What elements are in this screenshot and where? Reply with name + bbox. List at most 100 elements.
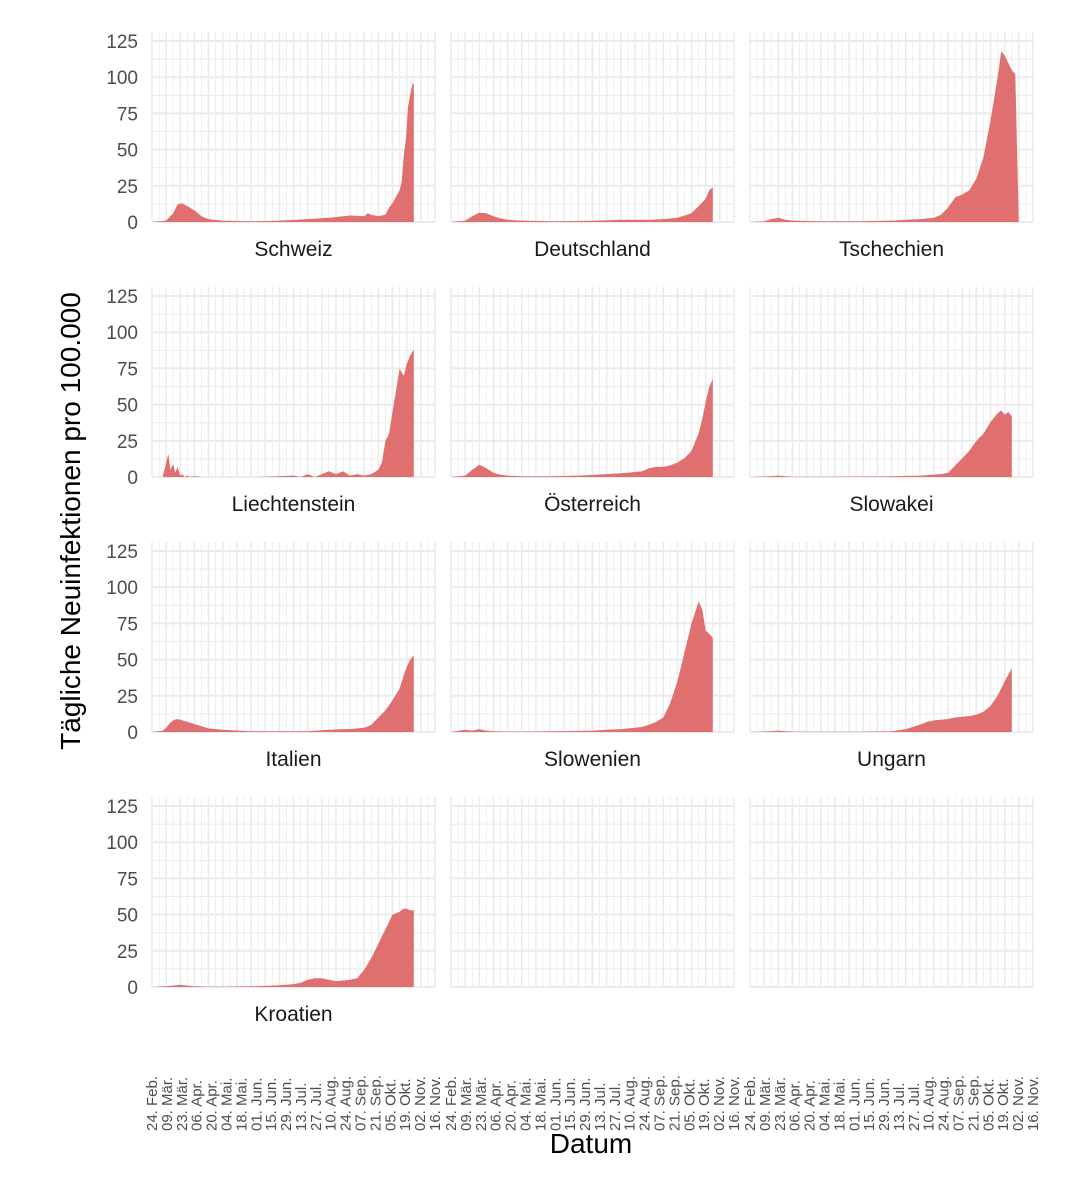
y-tick-label: 50 <box>117 906 138 927</box>
x-tick-label: 01. Jun. <box>846 1078 863 1131</box>
x-tick-label: 10. Aug. <box>323 1076 340 1131</box>
y-tick-label: 100 <box>106 833 138 854</box>
x-tick-label: 23. Mär. <box>473 1077 490 1131</box>
strip-label: Tschechien <box>839 238 944 261</box>
y-axis-title: Tägliche Neuinfektionen pro 100.000 <box>55 292 86 750</box>
y-tick-label: 25 <box>117 177 138 198</box>
y-tick-label: 75 <box>117 869 138 890</box>
y-tick-label: 125 <box>106 32 138 53</box>
panel-slowakei <box>749 287 1034 478</box>
y-tick-label: 50 <box>117 396 138 417</box>
y-tick-label: 100 <box>106 323 138 344</box>
x-tick-label: 02. Nov. <box>711 1076 728 1131</box>
strip-label: Deutschland <box>534 238 651 261</box>
y-tick-label: 125 <box>106 287 138 308</box>
panel-ungarn <box>749 542 1034 733</box>
y-tick-label: 75 <box>117 614 138 635</box>
area-ungarn <box>750 668 1012 732</box>
x-tick-label: 24. Feb. <box>443 1076 460 1131</box>
y-tick-label: 0 <box>127 978 138 999</box>
x-tick-label: 07. Sep. <box>652 1075 669 1131</box>
x-tick-label: 20. Apr. <box>802 1080 819 1131</box>
y-tick-label: 100 <box>106 68 138 89</box>
x-tick-label: 04. Mai. <box>518 1078 535 1131</box>
strip-label: Liechtenstein <box>232 493 356 516</box>
strip-label: Österreich <box>544 493 641 516</box>
labels-group: 0 25 50 75 100 125 Schweiz Deutschland Tschechie… <box>106 32 1042 1131</box>
x-tick-label: 09. Mär. <box>159 1077 176 1131</box>
panel-österreich <box>450 287 735 478</box>
panel-liechtenstein <box>151 287 436 478</box>
area-tschechien <box>750 51 1019 223</box>
x-tick-label: 09. Mär. <box>757 1077 774 1131</box>
area-slowakei <box>750 410 1012 477</box>
y-tick-label: 100 <box>106 578 138 599</box>
x-tick-label: 01. Jun. <box>547 1078 564 1131</box>
y-tick-label: 25 <box>117 942 138 963</box>
x-tick-label: 27. Jul. <box>607 1083 624 1131</box>
y-tick-label: 0 <box>127 213 138 234</box>
x-tick-label: 21. Sep. <box>965 1075 982 1131</box>
x-tick-label: 23. Mär. <box>772 1077 789 1131</box>
strip-label: Slowenien <box>544 748 641 771</box>
x-tick-label: 29. Jun. <box>577 1078 594 1131</box>
x-tick-label: 16. Nov. <box>427 1076 444 1131</box>
x-tick-label: 02. Nov. <box>1010 1076 1027 1131</box>
x-tick-label: 05. Okt. <box>382 1078 399 1131</box>
area-schweiz <box>152 83 414 222</box>
area-österreich <box>451 378 713 477</box>
panel-slowenien <box>450 542 735 733</box>
x-tick-label: 24. Aug. <box>338 1076 355 1131</box>
x-tick-label: 19. Okt. <box>995 1078 1012 1131</box>
x-tick-label: 13. Jul. <box>293 1083 310 1131</box>
y-tick-label: 25 <box>117 687 138 708</box>
panels-group <box>151 32 1034 988</box>
x-tick-label: 07. Sep. <box>951 1075 968 1131</box>
strip-label: Kroatien <box>254 1003 332 1026</box>
x-tick-label: 06. Apr. <box>488 1080 505 1131</box>
x-tick-label: 19. Okt. <box>397 1078 414 1131</box>
x-tick-label: 24. Feb. <box>742 1076 759 1131</box>
x-tick-label: 13. Jul. <box>592 1083 609 1131</box>
x-tick-label: 29. Jun. <box>278 1078 295 1131</box>
x-tick-label: 04. Mai. <box>219 1078 236 1131</box>
x-tick-label: 20. Apr. <box>204 1080 221 1131</box>
area-slowenien <box>451 601 713 732</box>
x-tick-label: 23. Mär. <box>174 1077 191 1131</box>
x-tick-label: 10. Aug. <box>622 1076 639 1131</box>
panel-empty-10 <box>450 797 735 988</box>
x-tick-label: 16. Nov. <box>1025 1076 1042 1131</box>
y-tick-label: 0 <box>127 468 138 489</box>
y-tick-label: 75 <box>117 359 138 380</box>
x-tick-label: 05. Okt. <box>980 1078 997 1131</box>
x-tick-label: 07. Sep. <box>353 1075 370 1131</box>
x-tick-label: 27. Jul. <box>906 1083 923 1131</box>
x-tick-label: 15. Jun. <box>562 1078 579 1131</box>
x-tick-label: 21. Sep. <box>666 1075 683 1131</box>
strip-label: Italien <box>265 748 321 771</box>
panel-empty-11 <box>749 797 1034 988</box>
strip-label: Slowakei <box>849 493 933 516</box>
x-tick-label: 04. Mai. <box>817 1078 834 1131</box>
area-italien <box>152 655 414 732</box>
x-tick-label: 06. Apr. <box>189 1080 206 1131</box>
x-tick-label: 02. Nov. <box>412 1076 429 1131</box>
panel-tschechien <box>749 32 1034 223</box>
x-tick-label: 15. Jun. <box>861 1078 878 1131</box>
area-deutschland <box>451 187 713 222</box>
x-tick-label: 10. Aug. <box>921 1076 938 1131</box>
x-tick-label: 05. Okt. <box>681 1078 698 1131</box>
strip-label: Schweiz <box>254 238 332 261</box>
panel-schweiz <box>151 32 436 223</box>
x-tick-label: 16. Nov. <box>726 1076 743 1131</box>
x-tick-label: 19. Okt. <box>696 1078 713 1131</box>
x-tick-label: 29. Jun. <box>876 1078 893 1131</box>
x-tick-label: 20. Apr. <box>503 1080 520 1131</box>
strip-label: Ungarn <box>857 748 926 771</box>
x-tick-label: 09. Mär. <box>458 1077 475 1131</box>
area-liechtenstein <box>152 349 414 477</box>
panel-deutschland <box>450 32 735 223</box>
y-tick-label: 25 <box>117 432 138 453</box>
y-tick-label: 125 <box>106 797 138 818</box>
x-tick-label: 18. Mai. <box>233 1078 250 1131</box>
